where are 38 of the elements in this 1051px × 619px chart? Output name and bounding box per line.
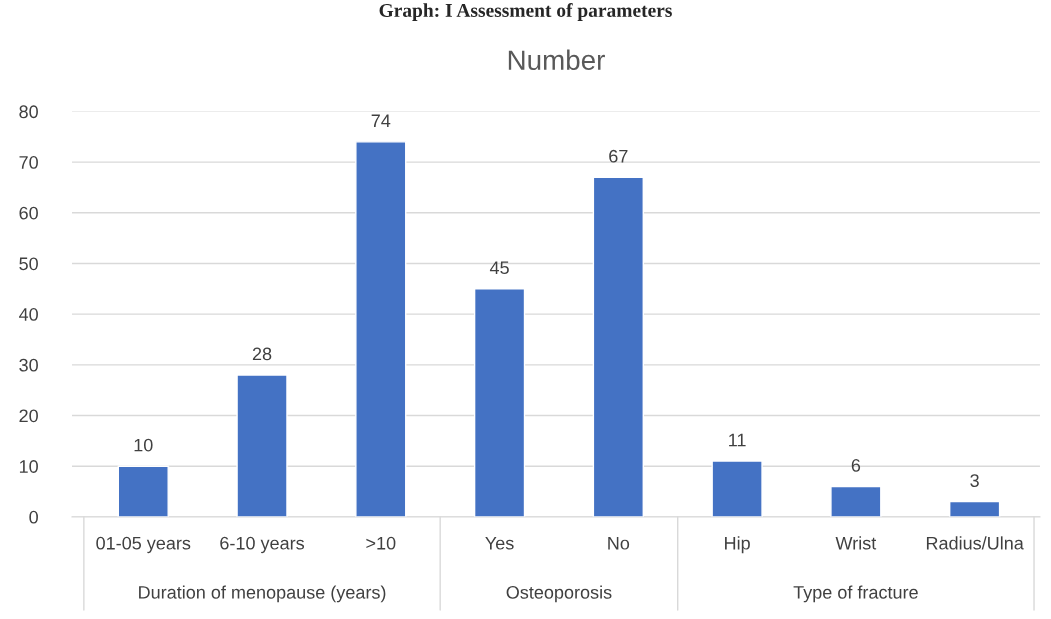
x-tick-label: 01-05 years xyxy=(96,536,191,554)
y-tick-label: 50 xyxy=(19,257,38,271)
y-tick-label: 60 xyxy=(19,206,38,220)
x-tick-label: Hip xyxy=(725,536,750,554)
data-label: 6 xyxy=(851,458,861,472)
bar xyxy=(592,176,644,517)
text: Duration of menopause (years) xyxy=(139,585,386,603)
data-label: 74 xyxy=(371,114,391,127)
y-tick-label: 20 xyxy=(19,409,38,423)
x-tick-label: Yes xyxy=(485,536,514,550)
bar xyxy=(711,460,763,517)
y-tick-label: 0 xyxy=(29,510,38,524)
bar xyxy=(117,465,169,517)
text: Type of fracture xyxy=(793,585,918,603)
x-tick-label: Radius/Ulna xyxy=(926,536,1024,550)
bar xyxy=(830,485,882,517)
data-label: 3 xyxy=(970,474,979,487)
data-label: 28 xyxy=(252,347,272,361)
text: Osteoporosis xyxy=(506,585,612,603)
chart-title: Graph: I Assessment of parameters xyxy=(379,3,672,21)
bar xyxy=(236,374,288,517)
bar xyxy=(949,500,1001,517)
data-label: 10 xyxy=(134,438,153,452)
y-tick-label: 40 xyxy=(18,308,38,321)
y-tick-label: 80 xyxy=(19,105,38,119)
data-label: 45 xyxy=(489,261,509,275)
x-tick-label: No xyxy=(608,536,630,550)
data-label: 67 xyxy=(609,149,628,163)
bar xyxy=(355,141,407,517)
y-tick-label: 10 xyxy=(19,460,38,473)
x-tick-label: Wrist xyxy=(835,536,877,550)
bar xyxy=(473,288,526,517)
data-label: 11 xyxy=(729,433,746,447)
chart-subtitle: Number xyxy=(508,49,605,71)
x-tick-label: 6-10 years xyxy=(220,536,305,554)
y-tick-label: 30 xyxy=(19,358,38,372)
y-tick-label: 70 xyxy=(19,156,38,169)
x-tick-label: >10 xyxy=(366,536,396,550)
